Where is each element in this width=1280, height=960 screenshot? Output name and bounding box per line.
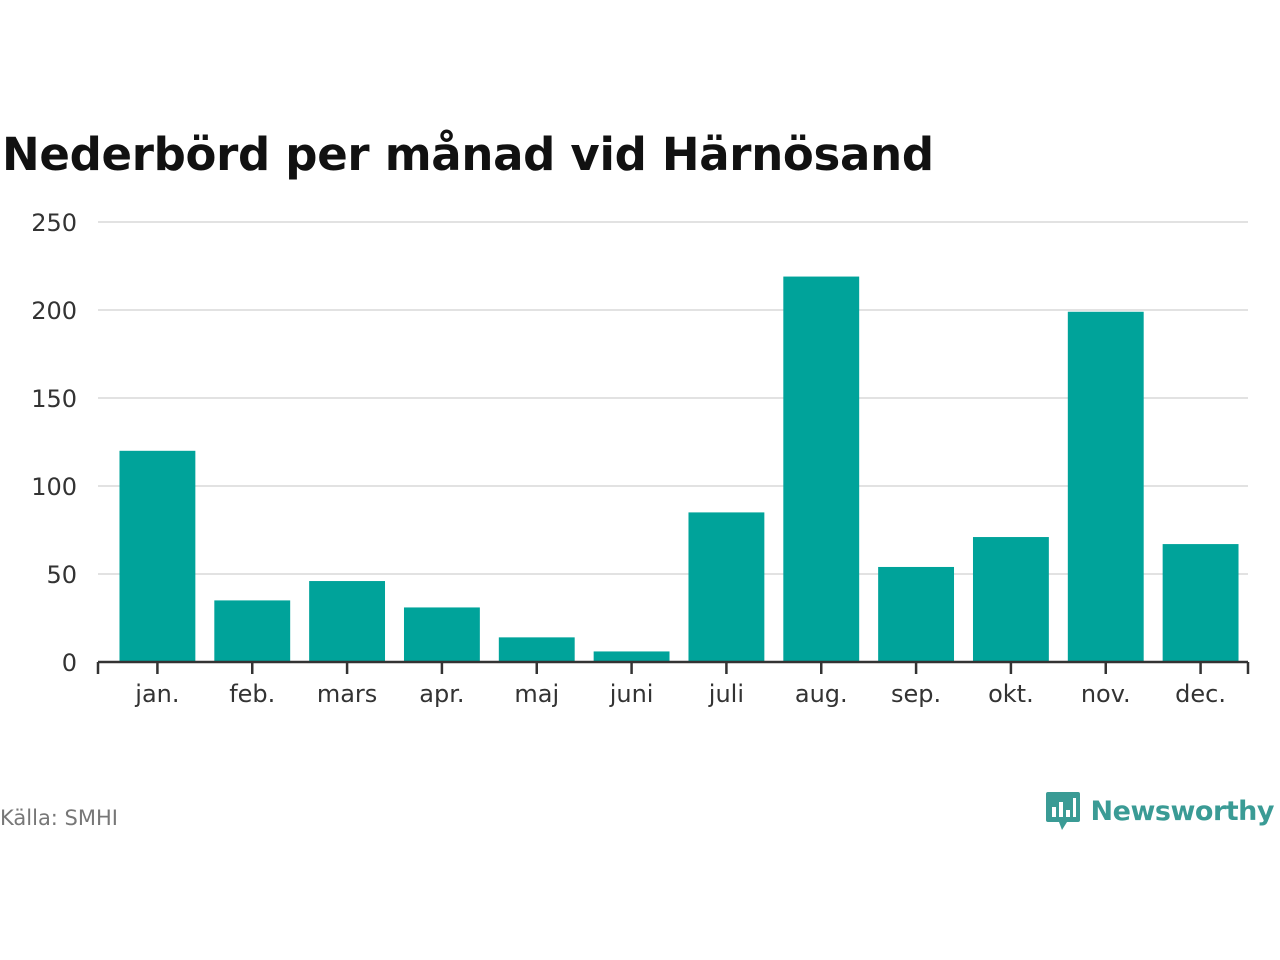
x-tick-label: dec.: [1175, 680, 1226, 708]
y-tick-label: 250: [31, 209, 77, 237]
x-tick-label: juli: [708, 680, 744, 708]
y-axis-tick-labels: 0 50 100 150 200 250: [31, 209, 77, 677]
bar-juni[interactable]: [593, 651, 670, 662]
grid-lines: [98, 221, 1248, 575]
bar-juli[interactable]: [688, 512, 765, 662]
x-tick-label: aug.: [795, 680, 848, 708]
bar-mars[interactable]: [309, 581, 386, 662]
brand-logo[interactable]: Newsworthy: [1045, 790, 1275, 832]
x-tick-label: nov.: [1081, 680, 1131, 708]
x-tick-label: sep.: [891, 680, 941, 708]
chart-title: Nederbörd per månad vid Härnösand: [2, 128, 934, 181]
x-tick-label: juni: [609, 680, 654, 708]
bar-apr[interactable]: [403, 607, 480, 662]
bars: [119, 276, 1239, 662]
x-tick-label: feb.: [229, 680, 275, 708]
y-tick-label: 0: [62, 649, 77, 677]
source-note: Källa: SMHI: [0, 806, 118, 830]
x-tick-label: jan.: [134, 680, 179, 708]
bar-sep[interactable]: [878, 566, 955, 662]
bar-dec[interactable]: [1162, 544, 1239, 662]
bar-jan[interactable]: [119, 450, 196, 662]
y-tick-label: 150: [31, 385, 77, 413]
newsworthy-logo-icon: [1045, 792, 1080, 830]
x-axis-tick-labels: jan. feb. mars apr. maj juni juli aug. sep. okt. n…: [134, 680, 1226, 708]
bar-maj[interactable]: [498, 637, 575, 662]
bar-okt[interactable]: [972, 537, 1049, 662]
x-axis: [96, 660, 1250, 674]
brand-name: Newsworthy: [1090, 795, 1275, 827]
bar-nov[interactable]: [1067, 311, 1144, 662]
x-tick-label: maj: [514, 680, 559, 708]
bar-aug[interactable]: [783, 276, 860, 662]
x-tick-label: apr.: [419, 680, 464, 708]
y-tick-label: 100: [31, 473, 77, 501]
x-tick-label: okt.: [988, 680, 1034, 708]
bar-feb[interactable]: [214, 600, 291, 662]
x-tick-label: mars: [317, 680, 377, 708]
y-tick-label: 200: [31, 297, 77, 325]
y-tick-label: 50: [46, 561, 77, 589]
